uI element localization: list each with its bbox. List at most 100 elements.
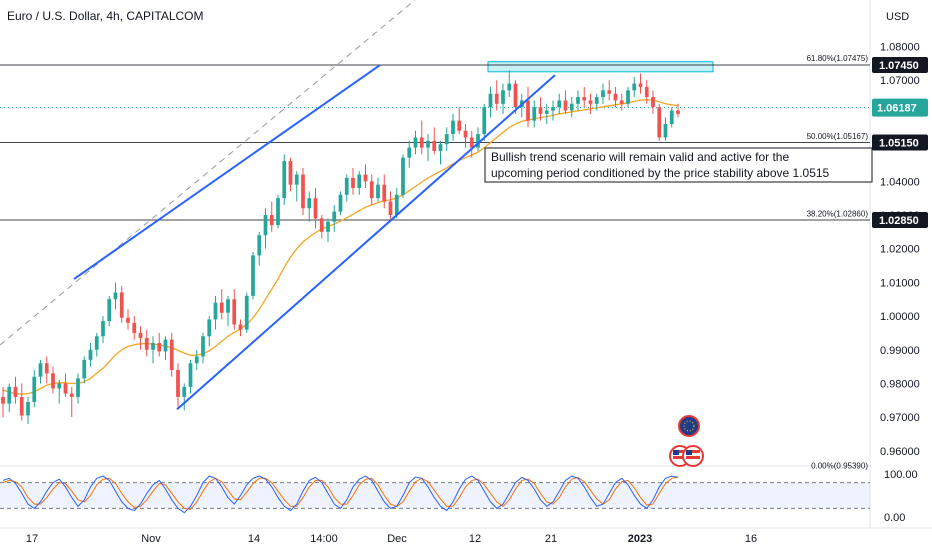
candle-body [13, 386, 18, 397]
annotation-box[interactable] [484, 147, 873, 183]
candle-body [501, 90, 505, 104]
candle-body [307, 198, 312, 209]
candle-body [638, 83, 643, 87]
oscillator-k-line [2, 475, 679, 514]
candle-body [101, 321, 105, 337]
candle-body [626, 90, 630, 104]
us-flag-stripe-icon [686, 456, 700, 459]
time-tick-label: 21 [545, 533, 557, 545]
candle-body [94, 336, 99, 350]
candle-body [313, 198, 318, 219]
candle-body [1, 396, 5, 404]
candle-body [82, 359, 87, 379]
candle-body [119, 292, 124, 318]
time-tick-label: 14 [248, 533, 260, 545]
candle-body [482, 107, 487, 135]
candle-body [388, 201, 393, 215]
candle-body [7, 386, 12, 404]
time-axis[interactable]: 17 Nov 14 14:00 Dec 12 21 2023 16 [26, 533, 757, 545]
candle-body [557, 100, 562, 108]
candle-body [69, 393, 74, 397]
fibonacci-labels-layer: 61.80%(1.07475) 50.00%(1.05167) 38.20%(1.0… [807, 54, 869, 470]
candle-body [594, 97, 599, 104]
candle-body [663, 124, 668, 138]
oscillator-d-line [2, 476, 679, 510]
candle-body [38, 363, 43, 377]
price-tick-label: 0.96000 [880, 446, 920, 458]
candle-body [544, 110, 549, 114]
candle-body [494, 93, 499, 104]
time-tick-label: 16 [745, 533, 757, 545]
price-tick-label: 1.01000 [880, 277, 920, 289]
candle-body [144, 337, 149, 350]
candle-body [376, 184, 380, 199]
chart-title: Euro / U.S. Dollar, 4h, CAPITALCOM [7, 9, 204, 23]
us-flag-stripe-icon [686, 450, 700, 453]
candle-body [507, 83, 512, 91]
candle-body [338, 194, 343, 212]
candle-body [619, 100, 624, 104]
price-level-tag [872, 212, 928, 229]
time-tick-label: 14:00 [310, 533, 338, 545]
candle-body [26, 401, 30, 416]
price-level-tag [872, 57, 928, 74]
candle-body [213, 302, 218, 320]
candle-body [607, 90, 612, 94]
candle-body [201, 336, 205, 357]
price-level-tag-label: 1.07450 [879, 60, 919, 72]
us-flag-canton-icon [673, 450, 679, 455]
candle-body [63, 383, 68, 394]
candle-body [394, 194, 399, 215]
channel-upper-line [73, 64, 381, 280]
price-tick-label: 1.02000 [880, 244, 920, 256]
candle-body [401, 157, 405, 195]
candle-body [613, 93, 618, 101]
candle-body [563, 100, 568, 111]
fibonacci-label: 38.20%(1.02860) [807, 210, 869, 219]
candle-body [232, 299, 237, 325]
candle-body [182, 386, 187, 397]
event-icons[interactable] [669, 415, 704, 467]
price-level-tag-label: 1.05150 [879, 138, 919, 150]
candle-body [226, 299, 230, 313]
annotation-text-line-1: Bullish trend scenario will remain valid… [491, 150, 789, 164]
candle-body [344, 177, 349, 195]
candle-body [582, 97, 587, 101]
fibonacci-label: 50.00%(1.05167) [807, 132, 869, 141]
last-price-tag-label: 1.06187 [877, 103, 917, 115]
trend-extension-dashed-line [0, 0, 416, 346]
us-flag-stripe-icon [673, 450, 687, 453]
candle-body [588, 100, 593, 104]
candle-body [632, 83, 637, 91]
candle-body [419, 137, 424, 148]
candle-body [676, 110, 680, 114]
candle-body [138, 332, 143, 338]
price-axis[interactable]: 1.080001.070001.040001.030001.020001.010… [872, 42, 928, 458]
candle-body [488, 93, 493, 108]
candle-body [319, 218, 324, 232]
resistance-zone-layer [487, 61, 714, 73]
channel-lower-line [176, 74, 556, 411]
candle-body [657, 107, 662, 138]
candle-body [351, 177, 355, 189]
time-tick-label: 17 [26, 533, 38, 545]
candle-body [188, 363, 193, 387]
candle-body [176, 369, 180, 397]
candle-body [532, 107, 537, 121]
eu-stars-icon [683, 420, 695, 432]
price-level-tag [872, 134, 928, 151]
candle-body [526, 100, 530, 121]
candle-body [276, 198, 280, 226]
candle-body [76, 378, 80, 397]
candle-body [282, 161, 287, 199]
price-tick-label: 0.97000 [880, 412, 920, 424]
eu-flag-icon[interactable] [678, 415, 700, 437]
price-level-tag-label: 1.02850 [879, 215, 919, 227]
time-tick-label: 2023 [628, 533, 652, 545]
time-tick-label: 12 [469, 533, 481, 545]
us-flag-canton-icon [686, 450, 692, 455]
price-tick-label: 1.08000 [880, 42, 920, 54]
candle-body [576, 97, 580, 104]
